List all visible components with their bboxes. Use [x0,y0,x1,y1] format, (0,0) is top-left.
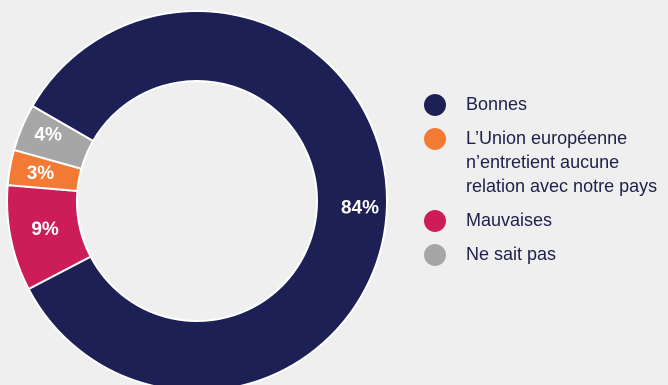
legend-label-bonnes: Bonnes [466,94,528,114]
legend-swatch-ne-sait-pas [424,244,446,266]
legend-label-ne-sait-pas: Ne sait pas [466,244,557,264]
legend: Bonnes L’Union européenne n’entretient a… [421,92,666,276]
legend-label-mauvaises: Mauvaises [466,210,553,230]
legend-swatch-no-relation [424,128,446,150]
legend-label-no-relation: L’Union européenne n’entretient aucune r… [466,128,658,196]
slice-ne-sait-pas [12,105,95,170]
legend-item-bonnes: Bonnes [421,92,666,116]
slice-label-mauvaises: 9% [31,219,59,240]
donut-slice-labels: 84% 9% 3% 4% [27,124,379,240]
legend-item-ne-sait-pas: Ne sait pas [421,242,666,266]
donut-slices [6,10,388,385]
legend-swatch-mauvaises [424,210,446,232]
slice-bonnes [27,10,388,385]
legend-item-mauvaises: Mauvaises [421,208,666,232]
slice-label-bonnes: 84% [341,198,379,219]
slice-label-l-union-europeenne-n-ent: 3% [27,163,55,184]
slice-label-ne-sait-pas: 4% [34,124,62,145]
legend-swatch-bonnes [424,94,446,116]
legend-item-no-relation: L’Union européenne n’entretient aucune r… [421,126,666,198]
